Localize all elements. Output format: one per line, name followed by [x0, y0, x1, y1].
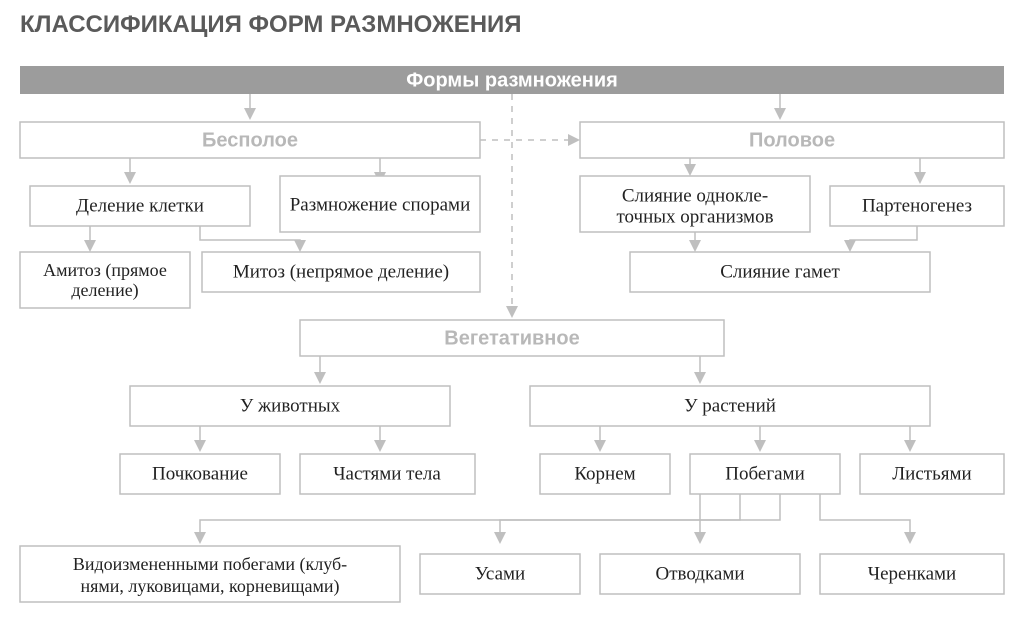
arrow-sexual [774, 108, 786, 120]
page-title: КЛАССИФИКАЦИЯ ФОРМ РАЗМНОЖЕНИЯ [20, 11, 522, 38]
vegetative-label: Вегетативное [444, 327, 579, 349]
gametes-label: Слияние гамет [720, 261, 840, 282]
conn-shoots-modified [200, 494, 700, 536]
amitosis-l1: Амитоз (прямое [43, 260, 167, 281]
fusion-uni-l1: Слияние однокле- [622, 185, 768, 206]
modified-l1: Видоизмененными побегами (клуб- [73, 554, 347, 575]
amitosis-l2: деление) [71, 280, 138, 301]
layering-label: Отводками [655, 563, 744, 584]
partheno-label: Партеногенез [862, 195, 972, 216]
fusion-uni-l2: точных организмов [616, 206, 773, 227]
reproduction-classification-diagram: КЛАССИФИКАЦИЯ ФОРМ РАЗМНОЖЕНИЯ Формы раз… [0, 0, 1024, 644]
sexual-label: Половое [749, 129, 835, 151]
modified-l2: нями, луковицами, корневищами) [81, 576, 340, 597]
cuttings-label: Черенками [868, 563, 956, 584]
shoots-label: Побегами [725, 463, 805, 484]
budding-label: Почкование [152, 463, 248, 484]
bodyparts-label: Частями тела [333, 463, 441, 484]
asexual-label: Бесполое [202, 129, 298, 151]
plants-label: У растений [684, 395, 776, 416]
arrow-asex-sex [568, 134, 580, 146]
root-label: Формы размножения [406, 69, 618, 91]
plant-root-label: Корнем [574, 463, 635, 484]
arrow-asexual [244, 108, 256, 120]
leaves-label: Листьями [892, 463, 971, 484]
mitosis-label: Митоз (непрямое деление) [233, 261, 449, 282]
runners-label: Усами [475, 563, 525, 584]
spores-label: Размножение спорами [290, 194, 471, 215]
cell-division-label: Деление клетки [76, 195, 204, 216]
arrow-spine-veg [506, 306, 518, 318]
animals-label: У животных [240, 395, 341, 416]
